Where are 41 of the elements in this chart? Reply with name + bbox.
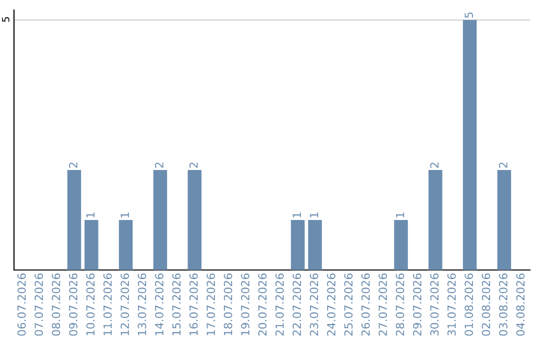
x-tick-label: 14.07.2026 (155, 273, 164, 336)
x-tick-label: 27.07.2026 (378, 273, 388, 336)
x-tick-label: 12.07.2026 (120, 273, 130, 336)
data-label: 2 (155, 162, 164, 168)
x-tick-label: 18.07.2026 (224, 273, 232, 336)
x-tick-label: 25.07.2026 (344, 273, 353, 336)
x-tick-label: 16.07.2026 (189, 273, 198, 336)
data-label: 2 (189, 162, 198, 168)
data-label: 2 (69, 162, 78, 168)
x-tick-label: 11.07.2026 (103, 273, 112, 336)
data-label: 2 (499, 162, 508, 168)
x-tick-label: 17.07.2026 (206, 273, 216, 336)
x-tick-label: 29.07.2026 (413, 273, 422, 336)
x-tick-label: 22.07.2026 (292, 273, 302, 336)
x-tick-label: 04.08.2026 (516, 273, 525, 336)
data-label: 1 (86, 212, 94, 218)
data-label: 5 (464, 12, 474, 18)
x-tick-label: 08.07.2026 (52, 273, 60, 336)
x-tick-label: 21.07.2026 (275, 273, 284, 336)
x-tick-label: 15.07.2026 (172, 273, 181, 336)
x-tick-label: 02.08.2026 (482, 273, 490, 336)
x-tick-label: 09.07.2026 (69, 273, 78, 336)
x-tick-label: 01.08.2026 (464, 273, 474, 336)
x-tick-label: 24.07.2026 (327, 273, 336, 336)
data-label: 2 (430, 162, 438, 168)
data-label: 1 (396, 212, 404, 218)
x-tick-label: 20.07.2026 (258, 273, 267, 336)
x-tick-label: 19.07.2026 (241, 273, 250, 336)
x-tick-label: 23.07.2026 (310, 273, 318, 336)
x-tick-label: 07.07.2026 (34, 273, 44, 336)
data-label: 1 (292, 212, 301, 218)
x-tick-label: 06.07.2026 (17, 273, 26, 336)
data-label: 1 (120, 212, 129, 218)
x-tick-label: 28.07.2026 (396, 273, 404, 336)
x-tick-label: 10.07.2026 (86, 273, 95, 336)
x-tick-label: 30.07.2026 (430, 273, 439, 336)
x-tick-label: 13.07.2026 (138, 273, 146, 336)
x-tick-label: 03.08.2026 (499, 273, 508, 336)
x-tick-label: 26.07.2026 (361, 273, 370, 336)
x-tick-label: 31.07.2026 (447, 273, 456, 336)
data-label: 1 (310, 212, 318, 218)
